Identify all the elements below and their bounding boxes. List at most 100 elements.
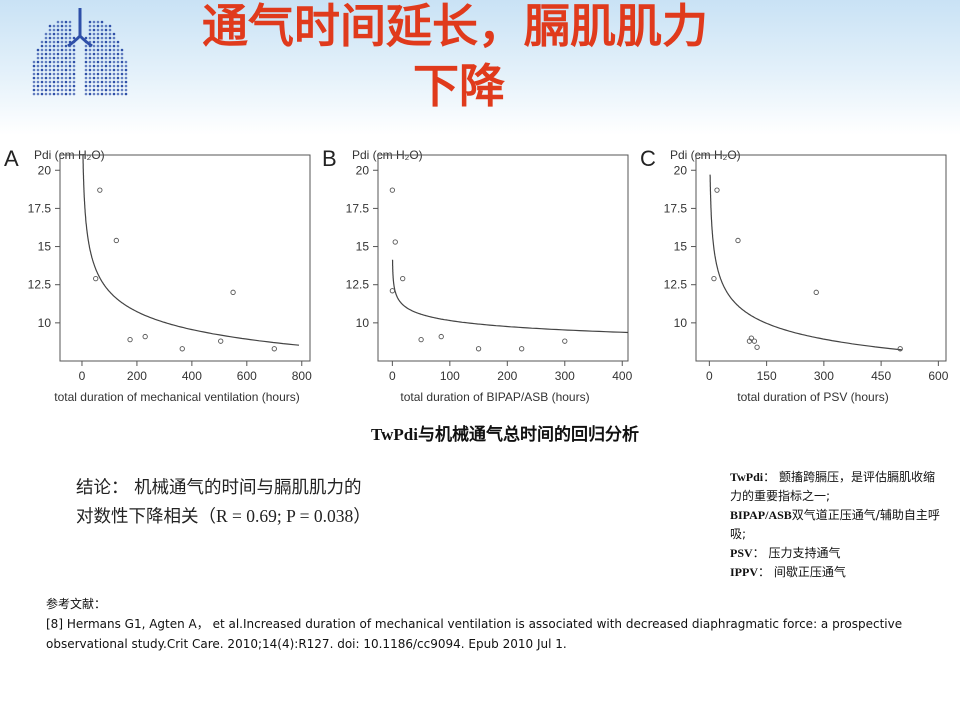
logo-dot — [104, 44, 108, 48]
logo-dot — [60, 72, 64, 76]
logo-dot — [52, 24, 56, 28]
logo-dot — [100, 44, 104, 48]
logo-dot — [84, 64, 88, 68]
logo-dot — [108, 44, 112, 48]
abbr-item: IPPV： 间歇正压通气 — [730, 563, 945, 582]
logo-dot — [56, 48, 60, 52]
logo-dot — [92, 56, 96, 60]
y-tick-label: 12.5 — [28, 278, 52, 292]
y-tick-label: 15 — [356, 240, 370, 254]
logo-dot — [104, 64, 108, 68]
logo-dot — [56, 88, 60, 92]
logo-dot — [108, 56, 112, 60]
logo-dot — [84, 92, 88, 96]
logo-dot — [52, 68, 56, 72]
x-tick-label: 450 — [871, 369, 891, 383]
logo-dot — [96, 44, 100, 48]
logo-dot — [92, 64, 96, 68]
logo-dot — [44, 64, 48, 68]
logo-dot — [48, 48, 52, 52]
logo-dot — [104, 88, 108, 92]
reference-entry: [8] Hermans G1, Agten A， et al.Increased… — [46, 617, 903, 651]
logo-dot — [48, 64, 52, 68]
logo-dot — [108, 68, 112, 72]
y-tick-label: 15 — [674, 240, 688, 254]
logo-dot — [48, 32, 52, 36]
logo-dot — [64, 48, 68, 52]
logo-dot — [60, 80, 64, 84]
data-point — [218, 338, 224, 344]
logo-dot — [112, 68, 116, 72]
logo-dot — [44, 84, 48, 88]
logo-dot — [32, 60, 36, 64]
logo-dot — [64, 32, 68, 36]
abbr-text: ： 间歇正压通气 — [758, 565, 846, 579]
logo-dot — [108, 84, 112, 88]
logo-dot — [100, 48, 104, 52]
logo-dot — [104, 60, 108, 64]
x-tick-label: 600 — [237, 369, 257, 383]
logo-dot — [72, 52, 76, 56]
data-point — [519, 346, 525, 352]
data-point — [392, 239, 398, 245]
logo-dot — [64, 44, 68, 48]
y-tick-label: 12.5 — [664, 278, 688, 292]
abbr-text: 双气道正压通气/辅助自主呼吸; — [730, 508, 940, 541]
data-point — [113, 237, 119, 244]
logo-dot — [112, 60, 116, 64]
logo-dot — [120, 80, 124, 84]
logo-dot — [56, 92, 60, 96]
logo-dot — [104, 76, 108, 80]
logo-dot — [108, 76, 112, 80]
x-tick-label: 400 — [612, 369, 632, 383]
abbr-item: BIPAP/ASB双气道正压通气/辅助自主呼吸; — [730, 506, 945, 544]
x-tick-label: 100 — [440, 369, 460, 383]
logo-dot — [60, 28, 64, 32]
logo-dot — [96, 24, 100, 28]
logo-dot — [64, 72, 68, 76]
logo-dot — [116, 48, 120, 52]
logo-dot — [96, 84, 100, 88]
logo-dot — [40, 68, 44, 72]
x-axis-title: total duration of BIPAP/ASB (hours) — [400, 390, 589, 404]
logo-dot — [112, 40, 116, 44]
logo-dot — [44, 72, 48, 76]
logo-dot — [116, 84, 120, 88]
figure-caption: TwPdi与机械通气总时间的回归分析 — [371, 425, 639, 444]
y-tick-label: 20 — [356, 163, 370, 177]
logo-dot — [112, 52, 116, 56]
logo-dot — [100, 28, 104, 32]
y-tick-label: 10 — [356, 316, 370, 330]
logo-dot — [48, 24, 52, 28]
logo-dot — [68, 64, 72, 68]
logo-dot — [88, 20, 92, 24]
abbr-item: PSV： 压力支持通气 — [730, 544, 945, 563]
logo-dot — [40, 80, 44, 84]
conclusion-prefix: 对数性下降相关（ — [76, 507, 216, 527]
logo-dot — [72, 72, 76, 76]
logo-dot — [100, 64, 104, 68]
logo-dot — [100, 68, 104, 72]
logo-dot — [92, 20, 96, 24]
logo-dot — [64, 24, 68, 28]
logo-dot — [64, 60, 68, 64]
logo-dot — [92, 28, 96, 32]
conclusion-stats: R = 0.69; P = 0.038 — [216, 506, 354, 526]
references-heading: 参考文献： — [46, 597, 107, 611]
logo-dot — [100, 88, 104, 92]
logo-dot — [56, 72, 60, 76]
data-point — [475, 346, 482, 352]
logo-dot — [48, 56, 52, 60]
logo-dot — [60, 52, 64, 56]
logo-dot — [96, 60, 100, 64]
data-point — [897, 346, 903, 352]
logo-dot — [32, 84, 36, 88]
logo-dot — [40, 84, 44, 88]
data-point — [438, 333, 444, 340]
logo-dot — [32, 92, 36, 96]
logo-dot — [44, 44, 48, 48]
logo-dot — [68, 52, 72, 56]
logo-dot — [108, 60, 112, 64]
